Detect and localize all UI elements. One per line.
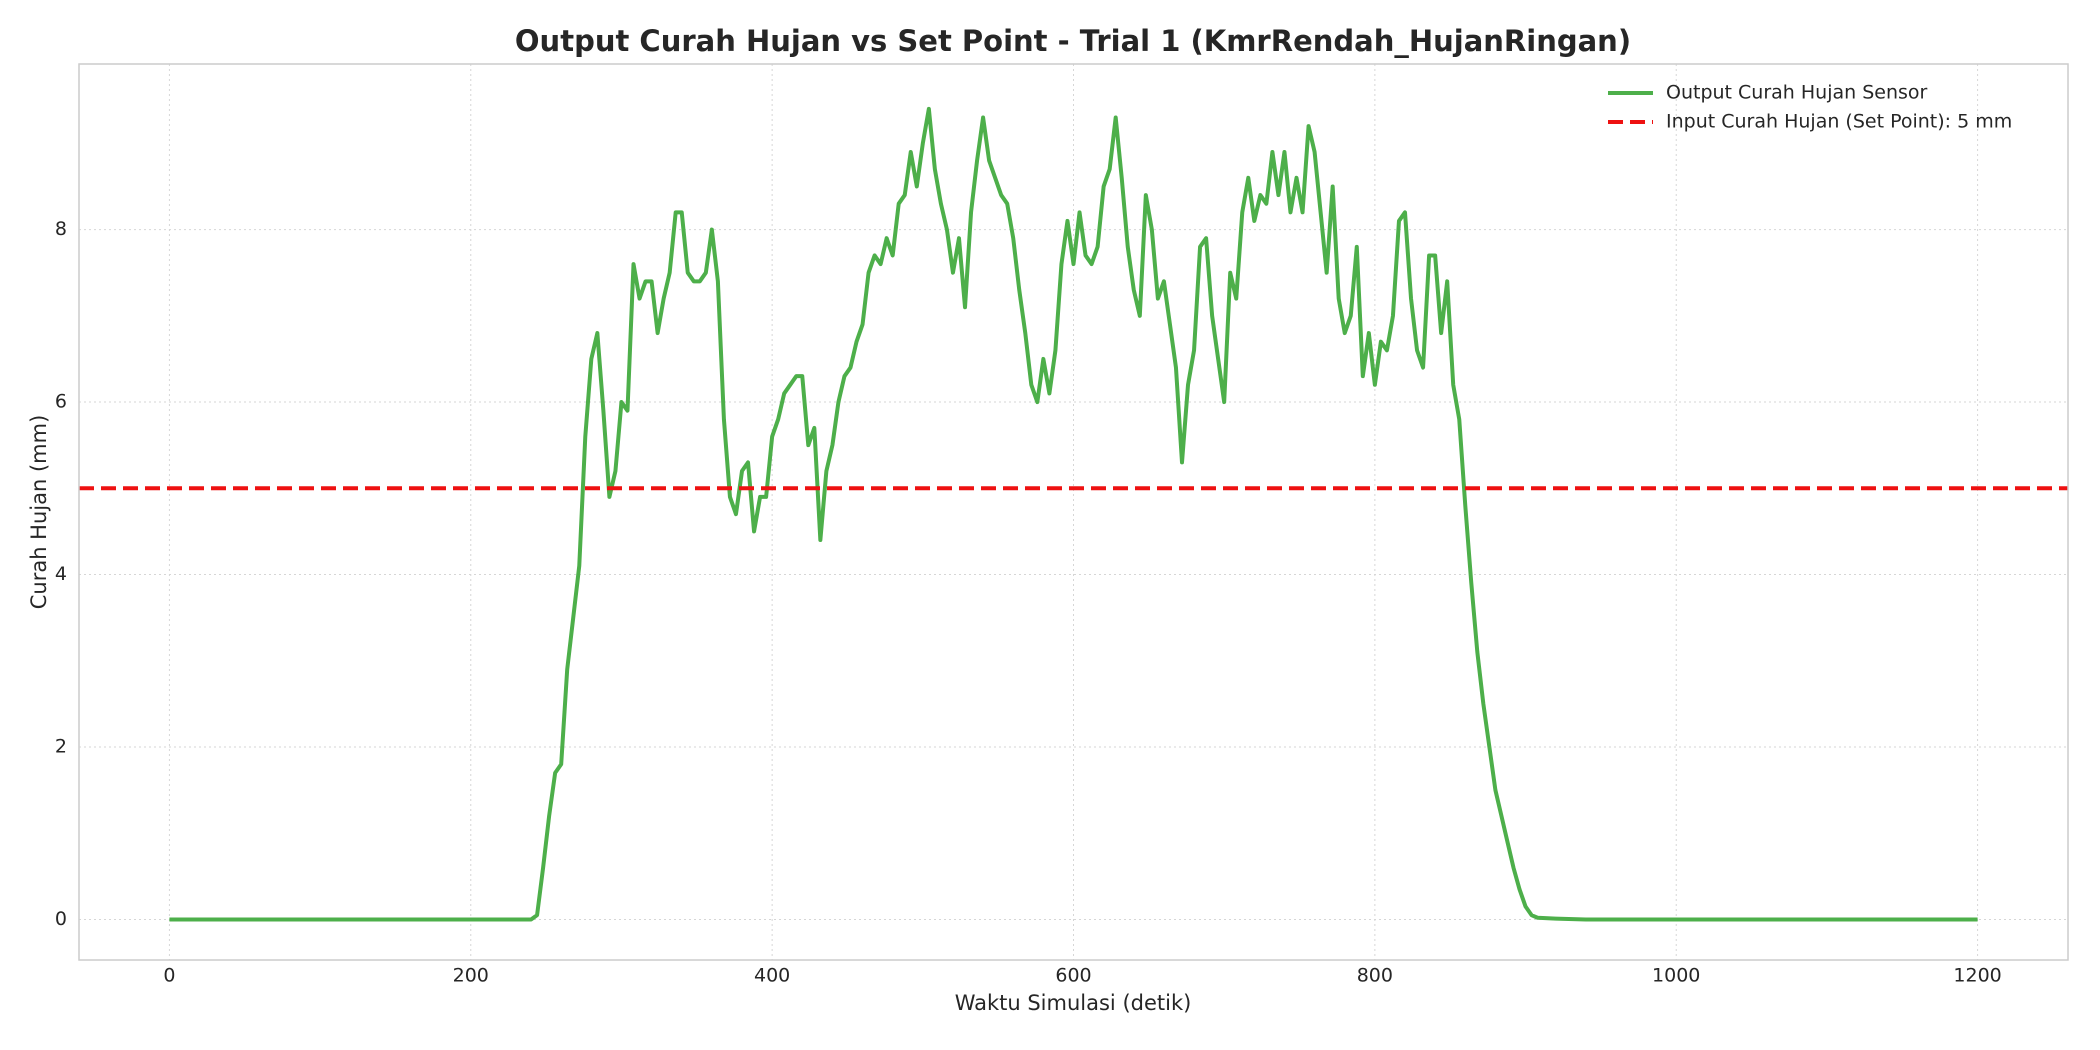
x-tick-label: 1200	[1953, 965, 2001, 987]
legend: Output Curah Hujan Sensor Input Curah Huj…	[1608, 82, 2012, 133]
x-tick-label: 800	[1357, 965, 1393, 987]
y-tick-label: 0	[55, 908, 67, 930]
x-tick-label: 0	[163, 965, 175, 987]
legend-label: Output Curah Hujan Sensor	[1666, 82, 1928, 104]
y-tick-label: 6	[55, 391, 67, 413]
legend-label: Input Curah Hujan (Set Point): 5 mm	[1666, 111, 2012, 133]
chart-title: Output Curah Hujan vs Set Point - Trial …	[515, 24, 1631, 58]
y-axis-label: Curah Hujan (mm)	[27, 415, 51, 610]
data-line	[169, 106, 1978, 922]
plot-frame	[78, 63, 2069, 961]
x-axis-label: Waktu Simulasi (detik)	[955, 991, 1192, 1015]
y-tick-label: 2	[55, 735, 67, 757]
x-tick-label: 400	[754, 965, 790, 987]
x-tick-label: 600	[1055, 965, 1091, 987]
y-tick-label: 8	[55, 218, 67, 240]
x-tick-label: 1000	[1652, 965, 1700, 987]
y-tick-label: 4	[55, 563, 67, 585]
x-tick-label: 200	[453, 965, 489, 987]
